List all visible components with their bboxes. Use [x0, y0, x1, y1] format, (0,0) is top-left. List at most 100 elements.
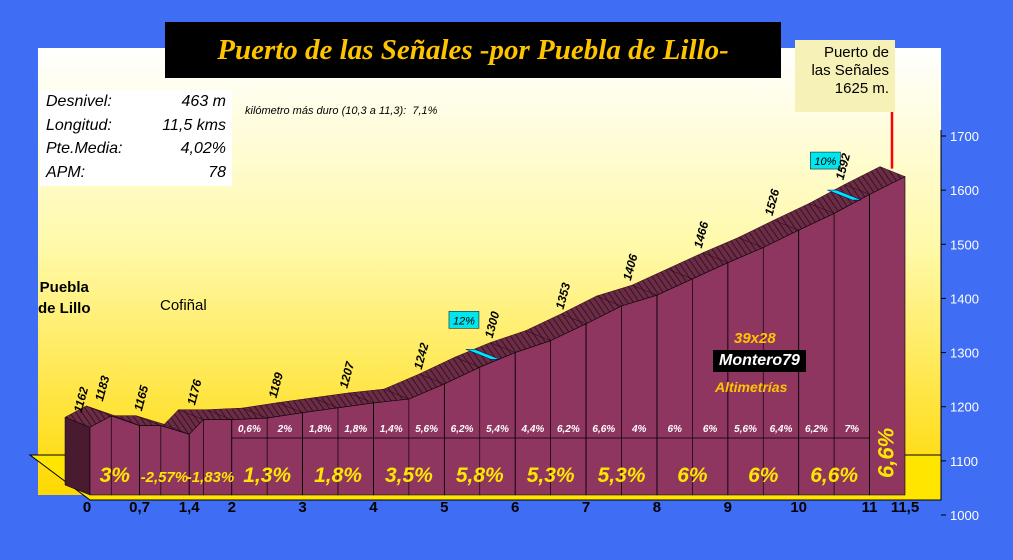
y-tick-label: 1600	[950, 183, 979, 198]
stat-value: 78	[208, 163, 226, 181]
stat-row-pendiente: Pte.Media: 4,02%	[40, 137, 232, 161]
profile-front-segment	[656, 278, 693, 496]
altitude-label: 1592	[833, 152, 854, 182]
x-tick-label: 3	[298, 499, 306, 516]
author-badge: Montero79	[713, 350, 806, 372]
half-km-gradient: 5,6%	[734, 424, 757, 435]
half-km-gradient: 6%	[703, 424, 718, 435]
x-tick-label: 0,7	[129, 499, 150, 516]
half-km-gradient: 0,6%	[238, 424, 261, 435]
y-tick-label: 1300	[950, 346, 979, 361]
steep-marker	[465, 349, 501, 360]
half-km-gradient: 5,6%	[415, 424, 438, 435]
x-tick-label: 7	[582, 499, 590, 516]
segment-gradient: -2,57%	[141, 469, 189, 486]
y-tick-label: 1400	[950, 291, 979, 306]
altitude-label: 1165	[131, 384, 151, 413]
x-tick-label: 8	[653, 499, 661, 516]
half-km-gradient: 4,4%	[521, 424, 545, 435]
stat-value: 11,5 kms	[162, 116, 226, 134]
x-tick-label: 1,4	[179, 499, 201, 516]
altitude-label: 1300	[482, 310, 503, 340]
credits-label: Altimetrías	[715, 379, 788, 395]
stat-row-apm: APM: 78	[40, 161, 232, 185]
segment-gradient: -1,83%	[187, 469, 235, 486]
cofinal-label: Cofiñal	[160, 297, 207, 314]
half-km-gradient: 6,2%	[557, 424, 580, 435]
stat-value: 463 m	[181, 93, 226, 110]
steep-marker-label: 12%	[453, 315, 475, 327]
summit-line: 1625 m.	[834, 80, 889, 97]
half-km-gradient: 1,4%	[380, 424, 403, 435]
half-km-gradient: 5,4%	[486, 424, 509, 435]
altitude-label: 1353	[553, 281, 574, 311]
x-tick-label: 11,5	[891, 499, 919, 516]
steep-marker-badge	[448, 311, 480, 329]
steep-marker-label: 10%	[814, 156, 836, 168]
x-tick-label: 0	[83, 499, 91, 516]
half-km-gradient: 1,8%	[344, 424, 367, 435]
altitude-label: 1526	[762, 187, 783, 217]
stat-label: APM:	[46, 163, 86, 181]
x-tick-label: 10	[790, 499, 807, 516]
altitude-label: 1242	[411, 341, 432, 371]
half-km-gradient: 4%	[631, 424, 647, 435]
gear-ratio: 39x28	[734, 330, 776, 347]
x-tick-label: 11	[862, 499, 878, 516]
y-tick-label: 1000	[950, 508, 979, 523]
x-tick-label: 4	[369, 499, 378, 516]
profile-front-segment	[833, 193, 870, 496]
half-km-gradient: 6,6%	[592, 424, 615, 435]
segment-gradient: 1,8%	[314, 464, 362, 487]
stats-panel: Desnivel: 463 m Longitud: 11,5 kms Pte.Med…	[40, 90, 232, 186]
chart-title-box: Puerto de las Señales -por Puebla de Lil…	[165, 22, 781, 78]
y-tick-label: 1700	[950, 129, 979, 144]
y-tick-label: 1200	[950, 400, 979, 415]
hardest-km-note: kilómetro más duro (10,3 a 11,3): 7,1%	[245, 105, 438, 117]
segment-gradient: 6%	[748, 464, 779, 487]
segment-gradient: 6,6%	[810, 464, 858, 487]
half-km-gradient: 6,2%	[451, 424, 474, 435]
stat-label: Pte.Media:	[46, 140, 123, 157]
x-tick-label: 9	[724, 499, 732, 516]
segment-gradient: 6%	[677, 464, 708, 487]
segment-gradient: 5,3%	[598, 464, 646, 487]
segment-gradient: 3%	[100, 464, 131, 487]
half-km-gradient: 6,2%	[805, 424, 828, 435]
segment-gradient: 3,5%	[385, 464, 433, 487]
segment-gradient: 1,3%	[243, 464, 291, 487]
steep-marker-badge	[810, 151, 841, 170]
half-km-gradient: 2%	[277, 424, 293, 435]
stat-label: Longitud:	[46, 116, 112, 134]
segment-gradient: 6,6%	[873, 428, 898, 478]
summit-line: las Señales	[811, 62, 889, 79]
segment-gradient: 5,8%	[456, 464, 504, 487]
stat-value: 4,02%	[180, 140, 226, 157]
altitude-label: 1176	[184, 378, 204, 407]
half-km-gradient: 6%	[667, 424, 682, 435]
steep-marker	[827, 189, 862, 201]
start-town-label: Puebla de Lillo	[38, 279, 91, 317]
altitude-label: 1162	[71, 385, 91, 414]
stat-row-desnivel: Desnivel: 463 m	[40, 90, 232, 114]
stat-label: Desnivel:	[46, 93, 112, 110]
altitude-label: 1466	[691, 220, 712, 250]
altitude-label: 1207	[337, 359, 358, 390]
x-tick-label: 5	[440, 499, 448, 516]
summit-label-box: Puerto de las Señales 1625 m.	[795, 40, 895, 112]
altitude-label: 1183	[92, 374, 112, 403]
profile-side-face	[64, 416, 91, 496]
x-tick-label: 6	[511, 499, 519, 516]
segment-gradient: 5,3%	[527, 464, 575, 487]
altitude-label: 1406	[620, 252, 641, 282]
x-tick-label: 2	[228, 499, 236, 516]
y-tick-label: 1100	[950, 454, 978, 469]
stat-row-longitud: Longitud: 11,5 kms	[40, 114, 232, 138]
half-km-gradient: 6,4%	[770, 424, 793, 435]
half-km-gradient: 7%	[845, 424, 860, 435]
chart-title: Puerto de las Señales -por Puebla de Lil…	[217, 33, 729, 66]
altitude-label: 1189	[266, 371, 286, 400]
summit-line: Puerto de	[823, 44, 889, 61]
